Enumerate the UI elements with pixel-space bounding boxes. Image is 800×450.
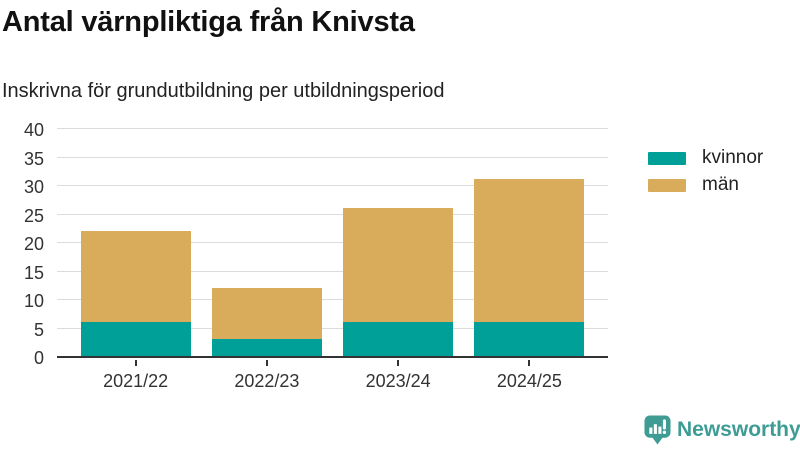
bar-segment-kvinnor-2023/24 (343, 321, 454, 356)
y-tick-label-20: 20 (23, 234, 44, 254)
legend-label-kvinnor: kvinnor (702, 147, 764, 168)
y-tick-label-15: 15 (23, 262, 44, 283)
x-slot-2021/22: 2021/22 (70, 360, 201, 392)
bar-segment-kvinnor-2022/23 (211, 338, 322, 356)
chart-region: 0 5 10 15 20 25 30 35 40 2021/22 2022/23 2023/24 20… (0, 120, 610, 410)
x-tick-mark-2024/25 (528, 360, 531, 366)
bar-segment-kvinnor-2024/25 (474, 321, 585, 356)
bar-segment-män-2022/23 (211, 287, 322, 339)
bar-slot-2023/24 (333, 130, 464, 356)
newsworthy-logo-text: Newsworthy (677, 418, 800, 441)
legend-item-man: män (648, 174, 763, 195)
y-tick-label-25: 25 (23, 205, 44, 226)
y-tick-label-35: 35 (23, 148, 44, 169)
newsworthy-bubble-chart-icon (644, 415, 671, 445)
legend-swatch-kvinnor (648, 151, 686, 165)
stacked-bar-2022/23 (211, 287, 322, 356)
gridline-15 (57, 270, 608, 272)
bar-slot-2021/22 (70, 130, 201, 356)
x-tick-label-2023/24: 2023/24 (365, 371, 431, 391)
bar-segment-män-2023/24 (343, 207, 454, 322)
bar-segment-män-2024/25 (474, 179, 585, 322)
y-tick-label-0: 0 (33, 348, 44, 368)
y-tick-label-10: 10 (23, 291, 44, 311)
chart-subtitle: Inskrivna för grundutbildning per utbild… (2, 80, 445, 102)
y-tick-label-40: 40 (23, 120, 44, 140)
gridline-35 (57, 156, 608, 158)
x-slot-2024/25: 2024/25 (464, 360, 595, 392)
x-slot-2022/23: 2022/23 (201, 360, 332, 392)
x-axis-labels: 2021/22 2022/23 2023/24 2024/25 (57, 360, 608, 392)
plot-area (57, 128, 608, 358)
stacked-bar-2023/24 (343, 207, 454, 356)
x-tick-label-2024/25: 2024/25 (496, 371, 562, 391)
x-tick-mark-2021/22 (134, 360, 137, 366)
x-tick-mark-2022/23 (265, 360, 268, 366)
gridline-30 (57, 185, 608, 186)
bars-container (57, 130, 608, 356)
gridline-20 (57, 242, 608, 243)
x-tick-label-2022/23: 2022/23 (234, 371, 300, 391)
legend-swatch-man (648, 178, 686, 192)
x-tick-label-2021/22: 2021/22 (103, 371, 169, 391)
gridline-25 (57, 213, 608, 215)
gridline-10 (57, 299, 608, 300)
bar-slot-2022/23 (201, 130, 332, 356)
y-tick-label-30: 30 (23, 177, 44, 197)
gridline-40 (57, 128, 608, 129)
x-slot-2023/24: 2023/24 (333, 360, 464, 392)
stacked-bar-2021/22 (80, 230, 191, 356)
stacked-bar-2024/25 (474, 179, 585, 356)
legend: kvinnor män (648, 147, 764, 203)
bar-slot-2024/25 (464, 130, 595, 356)
y-axis: 0 5 10 15 20 25 30 35 40 (0, 120, 44, 368)
newsworthy-logo: Newsworthy (644, 415, 800, 445)
legend-label-man: män (702, 174, 739, 195)
x-tick-mark-2023/24 (397, 360, 400, 366)
y-tick-label-5: 5 (33, 319, 44, 340)
chart-title: Antal värnpliktiga från Knivsta (2, 6, 415, 38)
gridline-5 (57, 327, 608, 329)
legend-item-kvinnor: kvinnor (648, 147, 764, 168)
bar-segment-män-2021/22 (80, 230, 191, 322)
bar-segment-kvinnor-2021/22 (80, 321, 191, 356)
